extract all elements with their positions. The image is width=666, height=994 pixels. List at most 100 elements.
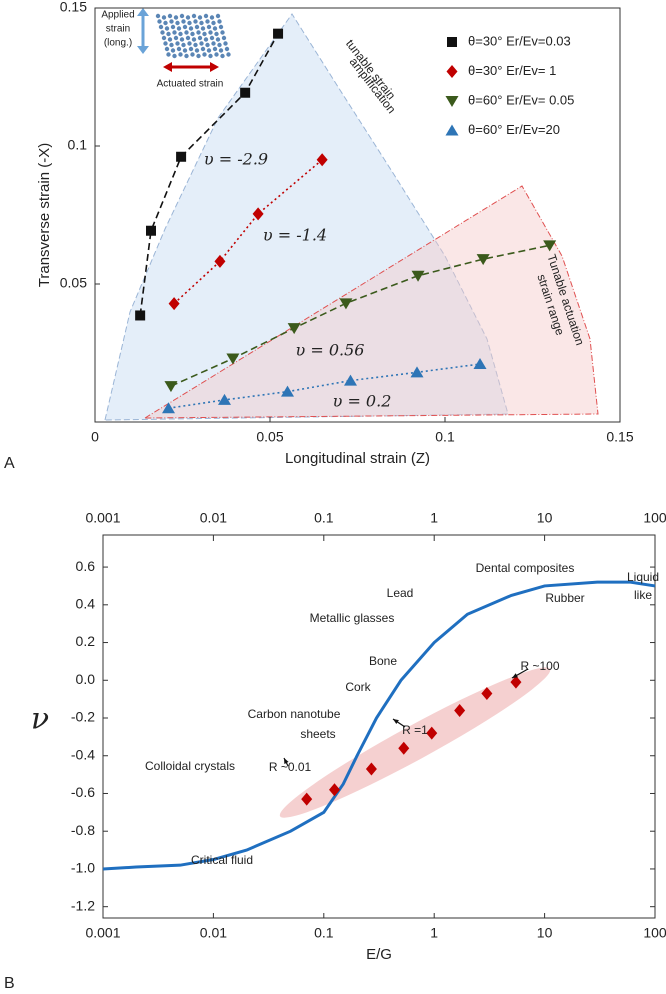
annotation: Colloidal crystals	[145, 759, 235, 773]
annotation: R ~0.01	[269, 760, 312, 774]
lattice-node	[164, 26, 170, 31]
arrow-head	[210, 62, 219, 72]
legend-marker	[445, 96, 459, 107]
lattice-node	[193, 19, 198, 24]
marker	[481, 686, 493, 700]
annotation: Applied	[101, 10, 134, 21]
top-x-tick-label: 10	[537, 510, 553, 526]
annotation: Critical fluid	[191, 853, 253, 867]
arrow-head	[393, 719, 399, 725]
lattice-node	[173, 15, 179, 20]
x-tick-label: 1	[430, 925, 438, 941]
x-tick-label: 0	[91, 429, 99, 445]
lattice-node	[211, 41, 216, 46]
annotation: Bone	[369, 654, 397, 668]
arrow-head	[137, 46, 149, 54]
lattice-node	[179, 37, 185, 42]
lattice-node	[163, 41, 168, 46]
marker	[164, 381, 178, 393]
lattice-node	[175, 41, 180, 46]
lattice-node	[176, 26, 182, 31]
lattice-node	[200, 46, 206, 52]
arrow-head	[163, 62, 172, 72]
marker	[411, 270, 425, 282]
marker	[162, 402, 175, 414]
lattice-node	[184, 30, 189, 35]
lattice-node	[214, 31, 219, 37]
amplification-region	[104, 13, 509, 421]
x-tick-label: 100	[643, 925, 666, 941]
lattice-node	[196, 30, 201, 35]
legend-label: θ=60° Er/Ev= 0.05	[468, 92, 574, 107]
lattice-node	[218, 24, 224, 30]
lattice-node	[169, 19, 174, 24]
lattice-node	[175, 20, 180, 26]
x-tick-label: 0.01	[200, 925, 227, 941]
marker	[176, 151, 187, 162]
lattice-node	[224, 46, 230, 52]
marker	[473, 358, 487, 370]
lattice-node	[176, 46, 182, 52]
legend-marker	[447, 37, 457, 47]
lattice-node	[166, 31, 171, 37]
annotation: υ = -1.4	[263, 226, 327, 245]
lattice-node	[194, 48, 200, 53]
lattice-node	[199, 41, 204, 46]
lattice-node	[196, 53, 201, 59]
lattice-node	[164, 46, 170, 52]
x-tick-label: 0.001	[85, 925, 120, 941]
top-x-tick-label: 100	[643, 510, 666, 526]
marker	[344, 374, 357, 386]
lattice-node	[214, 52, 219, 57]
lattice-node	[166, 52, 171, 57]
plot-frame	[102, 534, 656, 919]
annotation: υ = 0.2	[333, 392, 392, 411]
y-tick-label: 0.6	[76, 558, 96, 574]
lattice-node	[187, 20, 192, 26]
lattice-node	[220, 53, 225, 59]
arrow-head	[512, 673, 518, 678]
y-tick-label: -1.2	[71, 897, 95, 913]
lattice-node	[226, 52, 231, 57]
y-tick-label: 0.0	[76, 671, 96, 687]
marker	[146, 225, 156, 236]
marker	[398, 741, 410, 755]
lattice-node	[190, 52, 195, 57]
annotation: sheets	[300, 727, 335, 741]
marker	[218, 393, 231, 405]
annotation: Metallic glasses	[310, 611, 395, 625]
lattice-node	[212, 46, 218, 52]
y-tick-label: -0.8	[71, 822, 95, 838]
y-tick-label: 0.1	[68, 137, 88, 153]
lattice-node	[206, 48, 212, 53]
y-tick-label: -0.2	[71, 709, 95, 725]
lattice-node	[163, 20, 168, 26]
lattice-node	[173, 35, 179, 41]
annotation: υ = -2.9	[204, 150, 268, 169]
marker	[168, 297, 180, 311]
marker	[316, 153, 328, 167]
lattice-node	[205, 42, 210, 48]
panel-label: B	[4, 975, 15, 992]
x-axis-label: Longitudinal strain (Z)	[285, 450, 430, 467]
top-x-tick-label: 1	[430, 510, 438, 526]
marker	[273, 28, 284, 39]
marker	[301, 792, 313, 806]
inset-structure	[137, 8, 231, 72]
x-tick-label: 0.1	[314, 925, 334, 941]
lattice-node	[188, 46, 194, 52]
marker	[328, 783, 340, 797]
x-tick-label: 0.05	[256, 429, 283, 445]
lattice-node	[223, 41, 228, 46]
lattice-node	[209, 35, 215, 41]
annotation: Dental composites	[476, 561, 575, 575]
marker	[214, 254, 226, 268]
lattice-node	[169, 42, 174, 48]
lattice-node	[182, 48, 188, 53]
marker	[365, 762, 377, 776]
legend-label: θ=30° Er/Ev=0.03	[468, 33, 571, 48]
x-tick-label: 10	[537, 925, 553, 941]
lattice-node	[191, 37, 197, 42]
